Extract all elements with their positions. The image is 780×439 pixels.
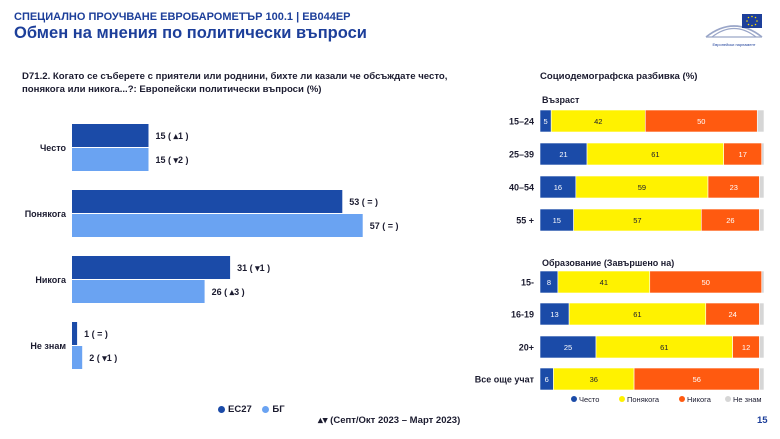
logo-text: Европейски парламент: [712, 42, 756, 47]
legend-label: Често: [579, 395, 599, 404]
page-title: Обмен на мнения по политически въпроси: [14, 24, 367, 42]
segment-value: 50: [702, 278, 710, 287]
row-label: 15-: [521, 278, 534, 288]
legend-dot-never: [679, 396, 685, 402]
segment-value: 26: [726, 216, 734, 225]
page-number: 15: [757, 415, 768, 426]
legend-label: Понякога: [627, 395, 660, 404]
row-label: 25–39: [509, 150, 534, 160]
segment-value: 16: [554, 183, 562, 192]
segment-value: 6: [545, 375, 549, 384]
row-label: 16-19: [511, 310, 534, 320]
segment-value: 17: [739, 150, 747, 159]
row-label: 20+: [519, 343, 534, 353]
page-subtitle: СПЕЦИАЛНО ПРОУЧВАНЕ ЕВРОБАРОМЕТЪР 100.1 …: [14, 11, 351, 23]
segment-value: 12: [742, 343, 750, 352]
main-bar-chart: Често 15 ( ▴1 ) 15 ( ▾2 ) Понякога 53 ( = ) 5…: [25, 124, 399, 369]
trend-note: ▴▾ (Септ/Окт 2023 – Март 2023): [318, 415, 461, 426]
legend-dot-dont-know: [725, 396, 731, 402]
legend-dot-eu27: [218, 405, 225, 413]
segment-value: 21: [559, 150, 567, 159]
row-label: 40–54: [509, 183, 534, 193]
bar-eu27: [72, 124, 149, 147]
main-legend: ЕС27 БГ: [218, 404, 285, 415]
category-label: Не знам: [30, 341, 66, 351]
segment-dont-know: [759, 335, 765, 359]
segment-value: 25: [564, 343, 572, 352]
bar-bg: [72, 346, 83, 369]
data-label: 53 ( = ): [349, 197, 378, 207]
segment-value: 23: [730, 183, 738, 192]
segment-dont-know: [759, 175, 765, 199]
legend-label: Никога: [687, 395, 712, 404]
data-label: 15 ( ▾2 ): [156, 155, 189, 165]
segment-dont-know: [761, 270, 765, 294]
question-text: D71.2. Когато се съберете с приятели или…: [22, 71, 448, 95]
segment-value: 15: [553, 216, 561, 225]
segment-value: 36: [590, 375, 598, 384]
segment-value: 5: [544, 117, 548, 126]
segment-value: 56: [693, 375, 701, 384]
segment-value: 61: [651, 150, 659, 159]
bar-bg: [72, 148, 149, 171]
category-label: Никога: [35, 275, 67, 285]
segment-value: 24: [728, 310, 736, 319]
segment-value: 61: [660, 343, 668, 352]
bar-bg: [72, 280, 205, 303]
segment-dont-know: [759, 367, 765, 391]
segment-value: 59: [638, 183, 646, 192]
legend-dot-sometimes: [619, 396, 625, 402]
breakdown-chart: Възраст 15–24 5 42 50 25–39 21 61 17 40–54 16 59 23 5…: [475, 95, 765, 404]
legend-label-eu27: ЕС27: [228, 404, 252, 415]
bar-eu27: [72, 256, 231, 279]
socio-title: Социодемографска разбивка (%): [540, 71, 698, 82]
segment-value: 61: [633, 310, 641, 319]
segment-dont-know: [756, 109, 765, 133]
segment-value: 41: [600, 278, 608, 287]
segment-value: 42: [594, 117, 602, 126]
data-label: 31 ( ▾1 ): [237, 263, 270, 273]
bar-bg: [72, 214, 363, 237]
category-label: Понякога: [25, 209, 67, 219]
legend-dot-often: [571, 396, 577, 402]
european-parliament-logo: Европейски парламент: [702, 11, 766, 51]
category-label: Често: [40, 143, 67, 153]
bar-eu27: [72, 322, 78, 345]
row-label: 15–24: [509, 117, 534, 127]
data-label: 2 ( ▾1 ): [89, 353, 117, 363]
group-title: Възраст: [542, 95, 580, 105]
data-label: 1 ( = ): [84, 329, 108, 339]
legend-item-bg: БГ: [262, 404, 285, 415]
data-label: 15 ( ▴1 ): [156, 131, 189, 141]
segment-dont-know: [759, 208, 765, 232]
segment-value: 50: [697, 117, 705, 126]
legend-label-bg: БГ: [272, 404, 285, 415]
segment-value: 57: [633, 216, 641, 225]
legend-dot-bg: [262, 405, 270, 413]
segment-dont-know: [761, 142, 765, 166]
data-label: 57 ( = ): [370, 221, 399, 231]
row-label: Все още учат: [475, 375, 535, 385]
legend-label: Не знам: [733, 395, 762, 404]
legend-item-eu27: ЕС27: [218, 404, 252, 415]
parliament-building-icon: [705, 14, 763, 38]
segment-value: 13: [550, 310, 558, 319]
flag-stripe-red: [524, 77, 535, 81]
bulgaria-flag-icon: [524, 70, 535, 81]
data-label: 26 ( ▴3 ): [212, 287, 245, 297]
group-title: Образование (Завършено на): [542, 258, 674, 268]
bar-eu27: [72, 190, 343, 213]
row-label: 55 +: [516, 216, 534, 226]
segment-dont-know: [759, 302, 765, 326]
segment-value: 8: [547, 278, 551, 287]
